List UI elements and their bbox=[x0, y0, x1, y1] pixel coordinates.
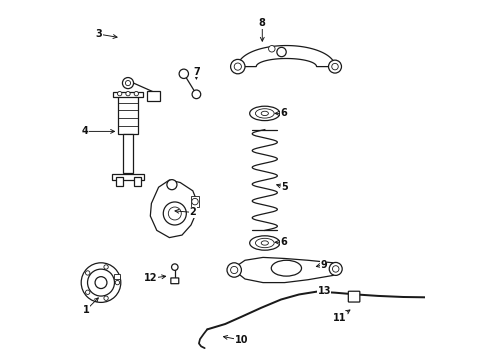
Circle shape bbox=[104, 265, 108, 269]
FancyBboxPatch shape bbox=[147, 91, 160, 101]
Circle shape bbox=[234, 63, 242, 70]
Circle shape bbox=[95, 276, 107, 289]
Circle shape bbox=[163, 202, 186, 225]
FancyBboxPatch shape bbox=[112, 174, 144, 180]
Text: 9: 9 bbox=[320, 260, 327, 270]
Ellipse shape bbox=[255, 109, 274, 118]
Circle shape bbox=[125, 81, 130, 86]
FancyBboxPatch shape bbox=[348, 291, 360, 302]
Circle shape bbox=[328, 60, 342, 73]
Ellipse shape bbox=[250, 236, 280, 250]
Circle shape bbox=[167, 180, 177, 190]
FancyBboxPatch shape bbox=[118, 95, 138, 134]
Text: 6: 6 bbox=[280, 237, 287, 247]
Text: 6: 6 bbox=[280, 108, 287, 118]
Circle shape bbox=[126, 91, 130, 96]
FancyBboxPatch shape bbox=[114, 274, 120, 279]
Circle shape bbox=[134, 91, 139, 96]
FancyBboxPatch shape bbox=[122, 134, 133, 172]
Ellipse shape bbox=[250, 106, 280, 121]
Circle shape bbox=[192, 90, 201, 99]
Circle shape bbox=[104, 296, 108, 300]
Circle shape bbox=[269, 46, 275, 52]
Ellipse shape bbox=[271, 260, 301, 276]
Circle shape bbox=[329, 262, 342, 275]
Text: 11: 11 bbox=[333, 312, 346, 323]
Circle shape bbox=[115, 280, 120, 285]
FancyBboxPatch shape bbox=[113, 92, 143, 96]
Circle shape bbox=[172, 264, 178, 270]
Text: 3: 3 bbox=[96, 29, 102, 39]
Text: 12: 12 bbox=[144, 273, 157, 283]
Circle shape bbox=[333, 266, 339, 272]
Ellipse shape bbox=[261, 241, 269, 245]
Circle shape bbox=[169, 207, 181, 220]
Ellipse shape bbox=[261, 111, 269, 116]
Polygon shape bbox=[232, 257, 337, 283]
Circle shape bbox=[231, 59, 245, 74]
Circle shape bbox=[88, 269, 115, 296]
Circle shape bbox=[118, 91, 122, 96]
Polygon shape bbox=[150, 180, 197, 238]
Circle shape bbox=[122, 77, 134, 89]
Text: 4: 4 bbox=[81, 126, 88, 136]
Text: 5: 5 bbox=[281, 182, 288, 192]
Text: 1: 1 bbox=[83, 305, 90, 315]
Text: 13: 13 bbox=[318, 285, 331, 296]
Text: 8: 8 bbox=[259, 18, 266, 28]
Circle shape bbox=[86, 271, 90, 275]
FancyBboxPatch shape bbox=[134, 177, 141, 186]
Circle shape bbox=[81, 263, 121, 302]
Circle shape bbox=[277, 48, 286, 57]
FancyBboxPatch shape bbox=[116, 177, 123, 186]
Circle shape bbox=[86, 290, 90, 294]
FancyBboxPatch shape bbox=[171, 278, 179, 284]
Circle shape bbox=[192, 198, 198, 205]
Circle shape bbox=[231, 266, 238, 274]
FancyBboxPatch shape bbox=[191, 196, 199, 207]
Polygon shape bbox=[238, 46, 335, 67]
Circle shape bbox=[332, 63, 338, 70]
Text: 10: 10 bbox=[235, 335, 248, 345]
Circle shape bbox=[227, 263, 242, 277]
Circle shape bbox=[179, 69, 189, 78]
Text: 2: 2 bbox=[190, 207, 196, 217]
Ellipse shape bbox=[255, 238, 274, 248]
Text: 7: 7 bbox=[193, 67, 200, 77]
